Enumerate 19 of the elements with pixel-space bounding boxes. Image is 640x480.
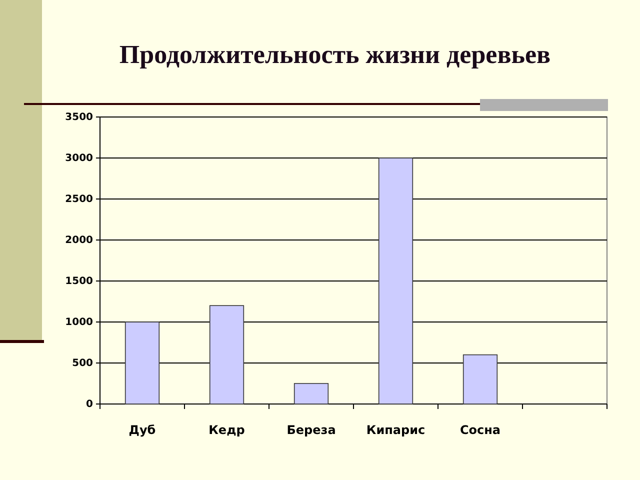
chart-title: Продолжительность жизни деревьев (119, 40, 551, 69)
x-tick-label: Кедр (208, 423, 246, 437)
x-tick-label: Береза (286, 423, 336, 437)
y-tick-label: 500 (72, 358, 94, 370)
y-tick-label: 1000 (65, 317, 94, 328)
bar (294, 383, 329, 404)
y-tick-label: 3500 (65, 112, 94, 124)
y-tick-label: 0 (86, 399, 94, 410)
bar (124, 322, 160, 404)
x-tick-label: Сосна (460, 423, 501, 437)
bar (462, 354, 498, 404)
y-tick-label: 3000 (65, 153, 94, 164)
x-tick-label: Кипарис (366, 423, 426, 437)
x-tick-label: Дуб (128, 423, 156, 437)
bar (378, 158, 414, 404)
y-tick-label: 2500 (65, 194, 94, 206)
y-tick-label: 2000 (65, 235, 94, 246)
bar (209, 305, 244, 404)
y-tick-label: 1500 (65, 276, 94, 288)
